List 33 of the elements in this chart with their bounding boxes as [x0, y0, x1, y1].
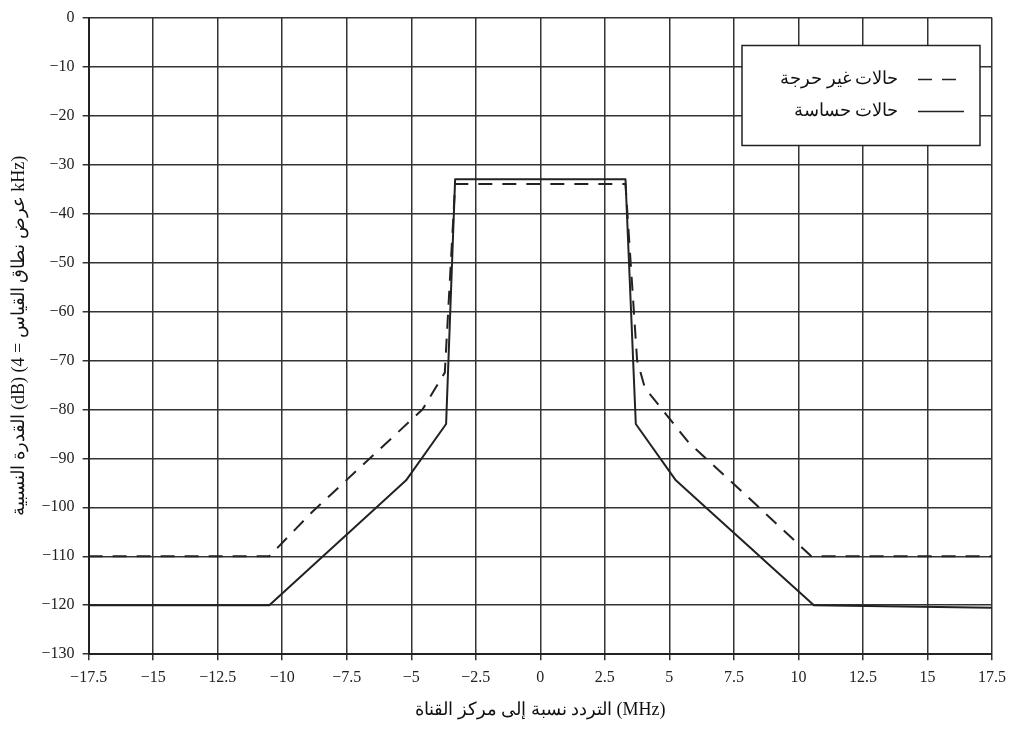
- x-tick-label: −15: [140, 668, 166, 685]
- legend-label: حالات غير حرجة: [780, 68, 898, 90]
- y-tick-label: −50: [49, 252, 75, 270]
- x-tick-label: 17.5: [978, 668, 1006, 685]
- x-tick-label: −7.5: [332, 668, 362, 685]
- y-tick-label: −70: [49, 350, 75, 368]
- y-tick-label: −30: [49, 154, 75, 172]
- x-tick-label: 0: [536, 668, 545, 685]
- x-tick-label: 7.5: [723, 668, 744, 685]
- x-tick-label: 5: [665, 668, 674, 685]
- x-tick-label: −12.5: [199, 668, 237, 685]
- y-tick-label: −10: [49, 56, 75, 74]
- y-axis-title: القدرة النسبية (dB) (عرض نطاق القياس = 4 kHz): [7, 155, 29, 516]
- y-tick-label: −20: [49, 105, 75, 123]
- x-tick-label: 12.5: [848, 668, 877, 685]
- x-tick-label: −5: [402, 668, 420, 685]
- y-tick-label: −60: [49, 301, 75, 319]
- y-tick-label: −40: [49, 203, 75, 221]
- x-tick-label: 15: [919, 668, 936, 685]
- x-tick-label: −17.5: [70, 668, 108, 685]
- legend-label: حالات حساسة: [793, 100, 898, 121]
- x-tick-label: −2.5: [461, 668, 491, 685]
- y-tick-label: −90: [49, 448, 75, 466]
- y-tick-label: 0: [66, 7, 75, 25]
- y-tick-label: −120: [41, 595, 75, 613]
- x-axis-title: التردد نسبة إلى مركز القناة (MHz): [415, 698, 666, 720]
- x-tick-label: −10: [269, 668, 295, 685]
- x-tick-label: 10: [790, 668, 807, 685]
- y-tick-label: −100: [41, 497, 75, 515]
- y-tick-label: −110: [42, 546, 75, 564]
- x-tick-label: 2.5: [594, 668, 615, 685]
- y-tick-label: −80: [49, 399, 75, 417]
- y-tick-label: −130: [41, 644, 75, 662]
